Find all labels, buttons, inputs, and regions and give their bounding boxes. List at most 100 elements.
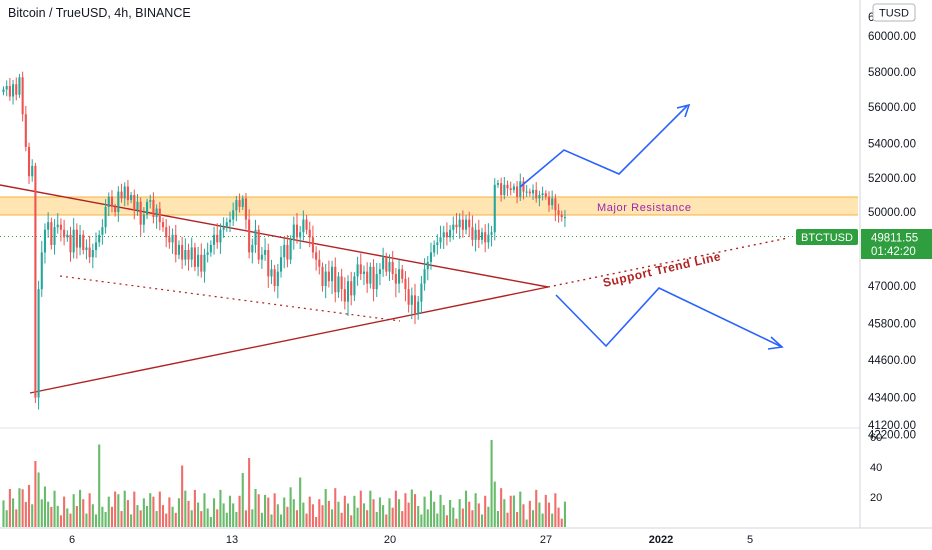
- candle-body[interactable]: [382, 257, 385, 270]
- candle-body[interactable]: [295, 224, 299, 238]
- candle-body[interactable]: [165, 227, 168, 238]
- candle-body[interactable]: [177, 244, 180, 255]
- bullish-projection-path[interactable]: [519, 105, 688, 188]
- candle-body[interactable]: [254, 229, 257, 245]
- candle-body[interactable]: [79, 234, 82, 248]
- candle-body[interactable]: [299, 232, 302, 238]
- candle-body[interactable]: [366, 271, 369, 284]
- candle-body[interactable]: [560, 214, 563, 218]
- candle-body[interactable]: [200, 254, 203, 272]
- candle-body[interactable]: [554, 198, 557, 211]
- candle-body[interactable]: [321, 266, 324, 286]
- candle-body[interactable]: [538, 195, 541, 199]
- candle-body[interactable]: [47, 222, 50, 230]
- candle-body[interactable]: [286, 244, 289, 260]
- candle-body[interactable]: [353, 276, 356, 296]
- candle-body[interactable]: [190, 247, 193, 260]
- candle-body[interactable]: [212, 234, 216, 245]
- trend-lines-layer[interactable]: [0, 184, 789, 394]
- candle-body[interactable]: [429, 252, 433, 262]
- candle-body[interactable]: [8, 86, 11, 97]
- candle-body[interactable]: [493, 184, 496, 233]
- candle-body[interactable]: [346, 281, 350, 302]
- candle-body[interactable]: [15, 84, 18, 95]
- candle-body[interactable]: [136, 201, 139, 211]
- candle-body[interactable]: [449, 229, 452, 238]
- candle-body[interactable]: [461, 219, 464, 230]
- candle-body[interactable]: [471, 227, 474, 240]
- candle-body[interactable]: [238, 200, 241, 207]
- candle-body[interactable]: [426, 262, 429, 270]
- support-trend-extension[interactable]: [547, 237, 789, 288]
- candle-body[interactable]: [63, 229, 66, 238]
- candle-body[interactable]: [184, 250, 187, 260]
- candle-body[interactable]: [98, 234, 101, 243]
- candle-body[interactable]: [391, 262, 394, 274]
- candle-body[interactable]: [490, 232, 493, 235]
- candle-body[interactable]: [260, 254, 263, 260]
- projection-arrows-layer[interactable]: [519, 103, 784, 350]
- candle-body[interactable]: [557, 210, 560, 215]
- candle-body[interactable]: [519, 181, 522, 197]
- candle-body[interactable]: [203, 254, 206, 272]
- candle-body[interactable]: [2, 89, 5, 93]
- candle-body[interactable]: [216, 234, 219, 243]
- candle-body[interactable]: [547, 196, 551, 206]
- candle-body[interactable]: [133, 195, 136, 211]
- candle-body[interactable]: [525, 191, 528, 193]
- candle-body[interactable]: [267, 250, 270, 277]
- candle-body[interactable]: [311, 237, 314, 253]
- candle-body[interactable]: [378, 269, 381, 274]
- candle-body[interactable]: [413, 295, 417, 315]
- candle-body[interactable]: [222, 227, 225, 230]
- candle-body[interactable]: [168, 237, 171, 243]
- descending-trend-line[interactable]: [0, 184, 549, 288]
- candle-body[interactable]: [152, 200, 155, 218]
- candle-body[interactable]: [398, 269, 401, 284]
- candle-body[interactable]: [477, 229, 480, 240]
- candle-body[interactable]: [484, 232, 487, 243]
- candle-body[interactable]: [442, 232, 445, 238]
- candle-body[interactable]: [219, 229, 222, 243]
- candle-body[interactable]: [417, 301, 420, 315]
- candle-body[interactable]: [158, 208, 161, 223]
- time-axis[interactable]: 6 13 20 27 2022 5: [69, 534, 753, 546]
- candle-body[interactable]: [436, 242, 439, 245]
- candle-body[interactable]: [273, 269, 276, 286]
- candle-body[interactable]: [114, 206, 117, 212]
- candle-body[interactable]: [72, 229, 75, 253]
- candle-body[interactable]: [244, 198, 247, 220]
- candle-body[interactable]: [37, 289, 40, 398]
- candle-body[interactable]: [302, 219, 305, 233]
- candle-body[interactable]: [88, 247, 91, 258]
- candle-body[interactable]: [107, 196, 110, 207]
- candle-body[interactable]: [197, 254, 200, 267]
- candle-body[interactable]: [522, 181, 525, 192]
- candle-body[interactable]: [5, 86, 8, 90]
- candle-body[interactable]: [91, 250, 94, 258]
- candle-body[interactable]: [101, 227, 104, 235]
- candle-body[interactable]: [53, 227, 56, 245]
- candle-body[interactable]: [18, 77, 21, 95]
- candle-body[interactable]: [34, 165, 37, 398]
- currency-badge[interactable]: TUSD: [872, 3, 916, 22]
- candle-body[interactable]: [24, 114, 27, 147]
- candle-body[interactable]: [21, 77, 24, 115]
- candle-body[interactable]: [531, 189, 535, 194]
- candle-body[interactable]: [305, 219, 308, 230]
- candle-body[interactable]: [123, 186, 126, 199]
- candle-body[interactable]: [509, 188, 512, 190]
- candle-body[interactable]: [276, 271, 279, 286]
- candle-body[interactable]: [264, 250, 267, 255]
- candle-body[interactable]: [149, 200, 152, 202]
- candle-body[interactable]: [327, 271, 330, 282]
- candle-body[interactable]: [340, 276, 343, 290]
- candle-body[interactable]: [289, 239, 292, 260]
- candle-body[interactable]: [257, 229, 260, 260]
- candle-body[interactable]: [369, 266, 372, 284]
- candle-body[interactable]: [487, 234, 490, 243]
- candle-body[interactable]: [512, 186, 515, 190]
- candle-body[interactable]: [410, 295, 413, 305]
- candle-body[interactable]: [445, 232, 448, 238]
- candle-body[interactable]: [193, 247, 196, 267]
